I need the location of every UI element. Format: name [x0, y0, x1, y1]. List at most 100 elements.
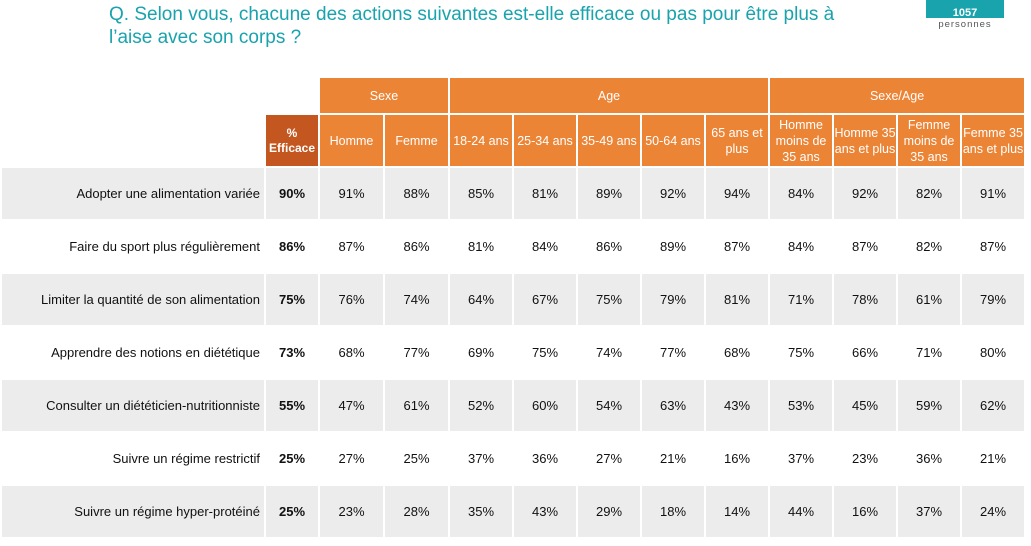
group-header-sexe-age: Sexe/Age [770, 78, 1025, 113]
table-cell: 37% [467, 451, 495, 466]
table-row: Adopter une alimentation variée 90% 91% 88%… [2, 168, 1025, 219]
table-cell: 16% [724, 451, 751, 466]
table-cell: 62% [962, 380, 1025, 431]
table-cell: 79% [962, 274, 1025, 325]
question-title: Q. Selon vous, chacune des actions suiva… [109, 4, 835, 48]
row-label: Suivre un régime hyper-protéiné [2, 486, 264, 537]
table-cell: 24% [962, 486, 1025, 537]
table-cell: 27% [595, 451, 623, 466]
table-row: Suivre un régime hyper-protéiné 25% 23% 28%… [2, 486, 1025, 537]
sample-size-badge: 1057 [926, 0, 1004, 18]
row-total-efficace: 90% [266, 168, 318, 219]
table-cell: 14% [706, 486, 769, 537]
table-cell: 23% [320, 486, 383, 537]
table-row: Suivre un régime restrictif 25% 27% 25% 37% 3… [2, 433, 1024, 484]
table-cell: 43% [514, 486, 576, 537]
table-cell: 60% [514, 380, 576, 431]
row-label: Suivre un régime restrictif [112, 451, 260, 466]
row-total-efficace: 55% [266, 380, 318, 431]
table-cell: 92% [642, 168, 704, 219]
table-cell: 59% [898, 380, 961, 431]
table-cell: 87% [338, 239, 365, 254]
table-row: Limiter la quantité de son alimentation 7… [2, 274, 1025, 325]
table-cell: 69% [467, 345, 495, 360]
column-header: Femme moins de 35 ans [898, 115, 961, 166]
table-row: Consulter un diététicien-nutritionniste 5… [2, 380, 1025, 431]
table-cell: 89% [659, 239, 687, 254]
group-header-row: Sexe Age Sexe/Age [2, 78, 1025, 113]
table-cell: 35% [450, 486, 512, 537]
table-cell: 43% [706, 380, 769, 431]
column-header: Homme 35 ans et plus [834, 115, 897, 166]
group-header-age: Age [450, 78, 769, 113]
table-cell: 75% [788, 345, 815, 360]
blank-cell [2, 78, 264, 113]
table-cell: 63% [642, 380, 704, 431]
sample-size-unit: personnes [938, 19, 992, 30]
table-cell: 66% [852, 345, 879, 360]
table-row: Apprendre des notions en diététique 73% 68… [2, 327, 1024, 378]
table-cell: 74% [595, 345, 623, 360]
table-cell: 71% [770, 274, 833, 325]
table-cell: 45% [834, 380, 897, 431]
table-cell: 86% [595, 239, 623, 254]
table-cell: 78% [834, 274, 897, 325]
table-cell: 37% [898, 486, 961, 537]
row-total-efficace: 25% [278, 451, 306, 466]
table-cell: 61% [898, 274, 961, 325]
table-cell: 68% [724, 345, 751, 360]
column-header: Homme moins de 35 ans [770, 115, 833, 166]
table-cell: 23% [852, 451, 879, 466]
row-label: Consulter un diététicien-nutritionniste [2, 380, 264, 431]
row-label: Limiter la quantité de son alimentation [2, 274, 264, 325]
table-cell: 77% [403, 345, 430, 360]
blank-cell [2, 115, 264, 166]
table-cell: 74% [385, 274, 448, 325]
table-cell: 89% [578, 168, 640, 219]
table-cell: 53% [770, 380, 833, 431]
table-cell: 85% [450, 168, 512, 219]
table-cell: 81% [514, 168, 576, 219]
table-cell: 64% [450, 274, 512, 325]
column-header: 65 ans et plus [706, 115, 769, 166]
column-header: 18-24 ans [450, 115, 512, 166]
table-cell: 84% [788, 239, 815, 254]
table-cell: 80% [980, 345, 1007, 360]
table-cell: 27% [338, 451, 365, 466]
group-header-sexe: Sexe [320, 78, 448, 113]
table-cell: 75% [578, 274, 640, 325]
row-total-efficace: 73% [278, 345, 306, 360]
column-header: 35-49 ans [578, 115, 640, 166]
table-cell: 88% [385, 168, 448, 219]
table-cell: 25% [403, 451, 430, 466]
table-cell: 77% [659, 345, 687, 360]
column-header: 25-34 ans [514, 115, 576, 166]
table-cell: 81% [706, 274, 769, 325]
table-cell: 67% [514, 274, 576, 325]
row-label: Apprendre des notions en diététique [51, 345, 260, 360]
table-cell: 36% [531, 451, 559, 466]
table-row: Faire du sport plus régulièrement 86% 87% 8… [2, 221, 1024, 272]
table-cell: 81% [467, 239, 495, 254]
table-body: Adopter une alimentation variée 90% 91% 88%… [2, 168, 1025, 537]
table-cell: 68% [338, 345, 365, 360]
table-cell: 91% [320, 168, 383, 219]
table-cell: 47% [320, 380, 383, 431]
row-total-efficace: 86% [278, 239, 306, 254]
row-total-efficace: 75% [266, 274, 318, 325]
table-cell: 61% [385, 380, 448, 431]
table-cell: 16% [834, 486, 897, 537]
table-cell: 84% [531, 239, 559, 254]
table-cell: 21% [659, 451, 687, 466]
column-header-total: % Efficace [266, 115, 318, 166]
table-cell: 94% [706, 168, 769, 219]
table-cell: 87% [852, 239, 879, 254]
table-cell: 29% [578, 486, 640, 537]
column-header: 50-64 ans [642, 115, 704, 166]
results-table: Sexe Age Sexe/Age % Efficace Homme Femme… [0, 76, 1026, 539]
table-cell: 87% [724, 239, 751, 254]
table-cell: 92% [834, 168, 897, 219]
table-cell: 87% [980, 239, 1007, 254]
table-cell: 54% [578, 380, 640, 431]
table-cell: 79% [642, 274, 704, 325]
